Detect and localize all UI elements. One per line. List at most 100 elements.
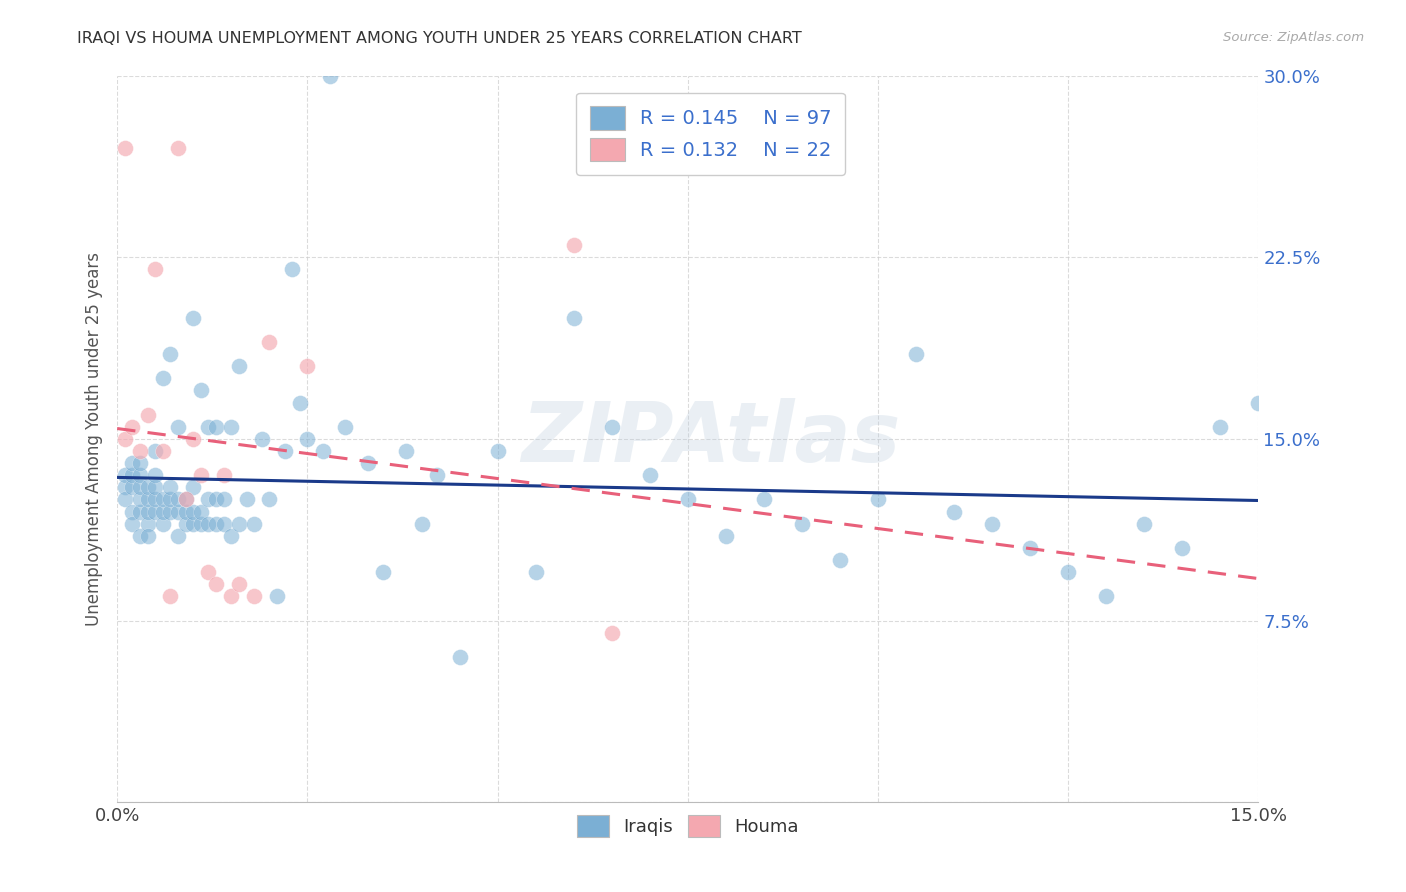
Point xyxy=(1133,516,1156,531)
Point xyxy=(395,444,418,458)
Point xyxy=(143,444,166,458)
Point xyxy=(114,432,136,446)
Point xyxy=(197,419,219,434)
Point xyxy=(426,468,449,483)
Point xyxy=(181,505,204,519)
Point xyxy=(205,577,228,591)
Legend: Iraqis, Houma: Iraqis, Houma xyxy=(569,807,806,844)
Point xyxy=(212,468,235,483)
Point xyxy=(152,505,174,519)
Point xyxy=(152,492,174,507)
Point xyxy=(259,334,281,349)
Point xyxy=(129,480,152,494)
Point xyxy=(121,419,143,434)
Point xyxy=(174,492,197,507)
Point xyxy=(221,590,243,604)
Point xyxy=(129,529,152,543)
Point xyxy=(167,492,190,507)
Point xyxy=(905,347,928,361)
Point xyxy=(190,516,212,531)
Point xyxy=(129,505,152,519)
Point xyxy=(114,468,136,483)
Point xyxy=(190,384,212,398)
Point xyxy=(243,590,266,604)
Point xyxy=(212,516,235,531)
Point xyxy=(981,516,1004,531)
Point xyxy=(190,505,212,519)
Point xyxy=(129,456,152,470)
Point xyxy=(297,432,319,446)
Point xyxy=(167,529,190,543)
Point xyxy=(1171,541,1194,555)
Point xyxy=(197,516,219,531)
Text: Source: ZipAtlas.com: Source: ZipAtlas.com xyxy=(1223,31,1364,45)
Point xyxy=(181,516,204,531)
Text: IRAQI VS HOUMA UNEMPLOYMENT AMONG YOUTH UNDER 25 YEARS CORRELATION CHART: IRAQI VS HOUMA UNEMPLOYMENT AMONG YOUTH … xyxy=(77,31,801,46)
Text: ZIPAtlas: ZIPAtlas xyxy=(522,399,900,479)
Point xyxy=(828,553,851,567)
Point xyxy=(273,444,295,458)
Point xyxy=(159,480,181,494)
Point xyxy=(190,468,212,483)
Point xyxy=(129,444,152,458)
Point xyxy=(228,359,250,374)
Point xyxy=(297,359,319,374)
Point xyxy=(524,565,547,579)
Point xyxy=(235,492,257,507)
Point xyxy=(143,480,166,494)
Point xyxy=(288,395,311,409)
Point xyxy=(228,577,250,591)
Point xyxy=(638,468,661,483)
Point xyxy=(752,492,775,507)
Point xyxy=(129,492,152,507)
Point xyxy=(1095,590,1118,604)
Point xyxy=(373,565,395,579)
Point xyxy=(1209,419,1232,434)
Point xyxy=(143,262,166,277)
Point xyxy=(1057,565,1080,579)
Point xyxy=(143,468,166,483)
Point xyxy=(121,505,143,519)
Point xyxy=(243,516,266,531)
Point xyxy=(212,492,235,507)
Point xyxy=(129,468,152,483)
Point xyxy=(790,516,813,531)
Point xyxy=(152,516,174,531)
Point xyxy=(136,505,159,519)
Point xyxy=(600,625,623,640)
Point xyxy=(114,492,136,507)
Point xyxy=(159,492,181,507)
Point xyxy=(319,69,342,83)
Point xyxy=(266,590,288,604)
Point xyxy=(143,492,166,507)
Point xyxy=(121,516,143,531)
Point xyxy=(259,492,281,507)
Point xyxy=(159,505,181,519)
Point xyxy=(486,444,509,458)
Point xyxy=(250,432,273,446)
Point xyxy=(174,505,197,519)
Point xyxy=(943,505,966,519)
Point xyxy=(174,516,197,531)
Point xyxy=(159,590,181,604)
Point xyxy=(600,419,623,434)
Point xyxy=(121,480,143,494)
Point xyxy=(411,516,433,531)
Point xyxy=(197,492,219,507)
Point xyxy=(562,310,585,325)
Point xyxy=(205,492,228,507)
Point xyxy=(114,141,136,155)
Point xyxy=(357,456,380,470)
Point xyxy=(205,516,228,531)
Point xyxy=(114,480,136,494)
Point xyxy=(1247,395,1270,409)
Point xyxy=(167,141,190,155)
Point xyxy=(174,492,197,507)
Point xyxy=(152,444,174,458)
Point xyxy=(181,432,204,446)
Point xyxy=(136,492,159,507)
Point xyxy=(197,565,219,579)
Point xyxy=(562,238,585,252)
Point xyxy=(121,468,143,483)
Point xyxy=(714,529,737,543)
